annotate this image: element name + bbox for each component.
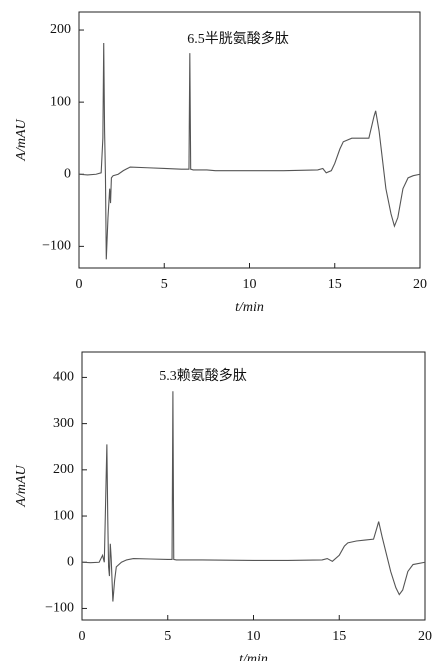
y-tick-label: 0 <box>67 554 74 569</box>
x-tick-label: 20 <box>418 629 432 644</box>
y-tick-label: 200 <box>50 22 71 37</box>
x-tick-label: 10 <box>247 629 261 644</box>
chromatogram-line <box>78 43 421 260</box>
x-tick-label: 5 <box>164 629 171 644</box>
y-tick-label: −100 <box>42 239 71 254</box>
plot-frame <box>81 351 426 621</box>
x-tick-label: 0 <box>76 277 83 292</box>
x-tick-label: 15 <box>328 277 342 292</box>
x-tick-label: 15 <box>332 629 346 644</box>
y-tick-label: 100 <box>50 94 71 109</box>
y-tick-label: 100 <box>53 508 74 523</box>
peak-annotation: 6.5半胱氨酸多肽 <box>187 30 289 47</box>
y-tick-label: −100 <box>45 601 74 616</box>
plot-frame <box>78 11 421 269</box>
y-tick-label: 300 <box>53 416 74 431</box>
y-tick-label: 400 <box>53 370 74 385</box>
x-tick-label: 5 <box>161 277 168 292</box>
y-tick-label: 0 <box>64 166 71 181</box>
x-tick-label: 10 <box>243 277 257 292</box>
y-axis-label: A/mAU <box>14 119 29 162</box>
x-axis-label: t/min <box>235 300 264 315</box>
peak-annotation: 5.3赖氨酸多肽 <box>159 367 247 384</box>
x-axis-label: t/min <box>239 652 268 661</box>
x-tick-label: 0 <box>79 629 86 644</box>
y-tick-label: 200 <box>53 462 74 477</box>
x-tick-label: 20 <box>413 277 427 292</box>
y-axis-label: A/mAU <box>14 465 29 508</box>
chromatogram-line <box>81 391 426 602</box>
